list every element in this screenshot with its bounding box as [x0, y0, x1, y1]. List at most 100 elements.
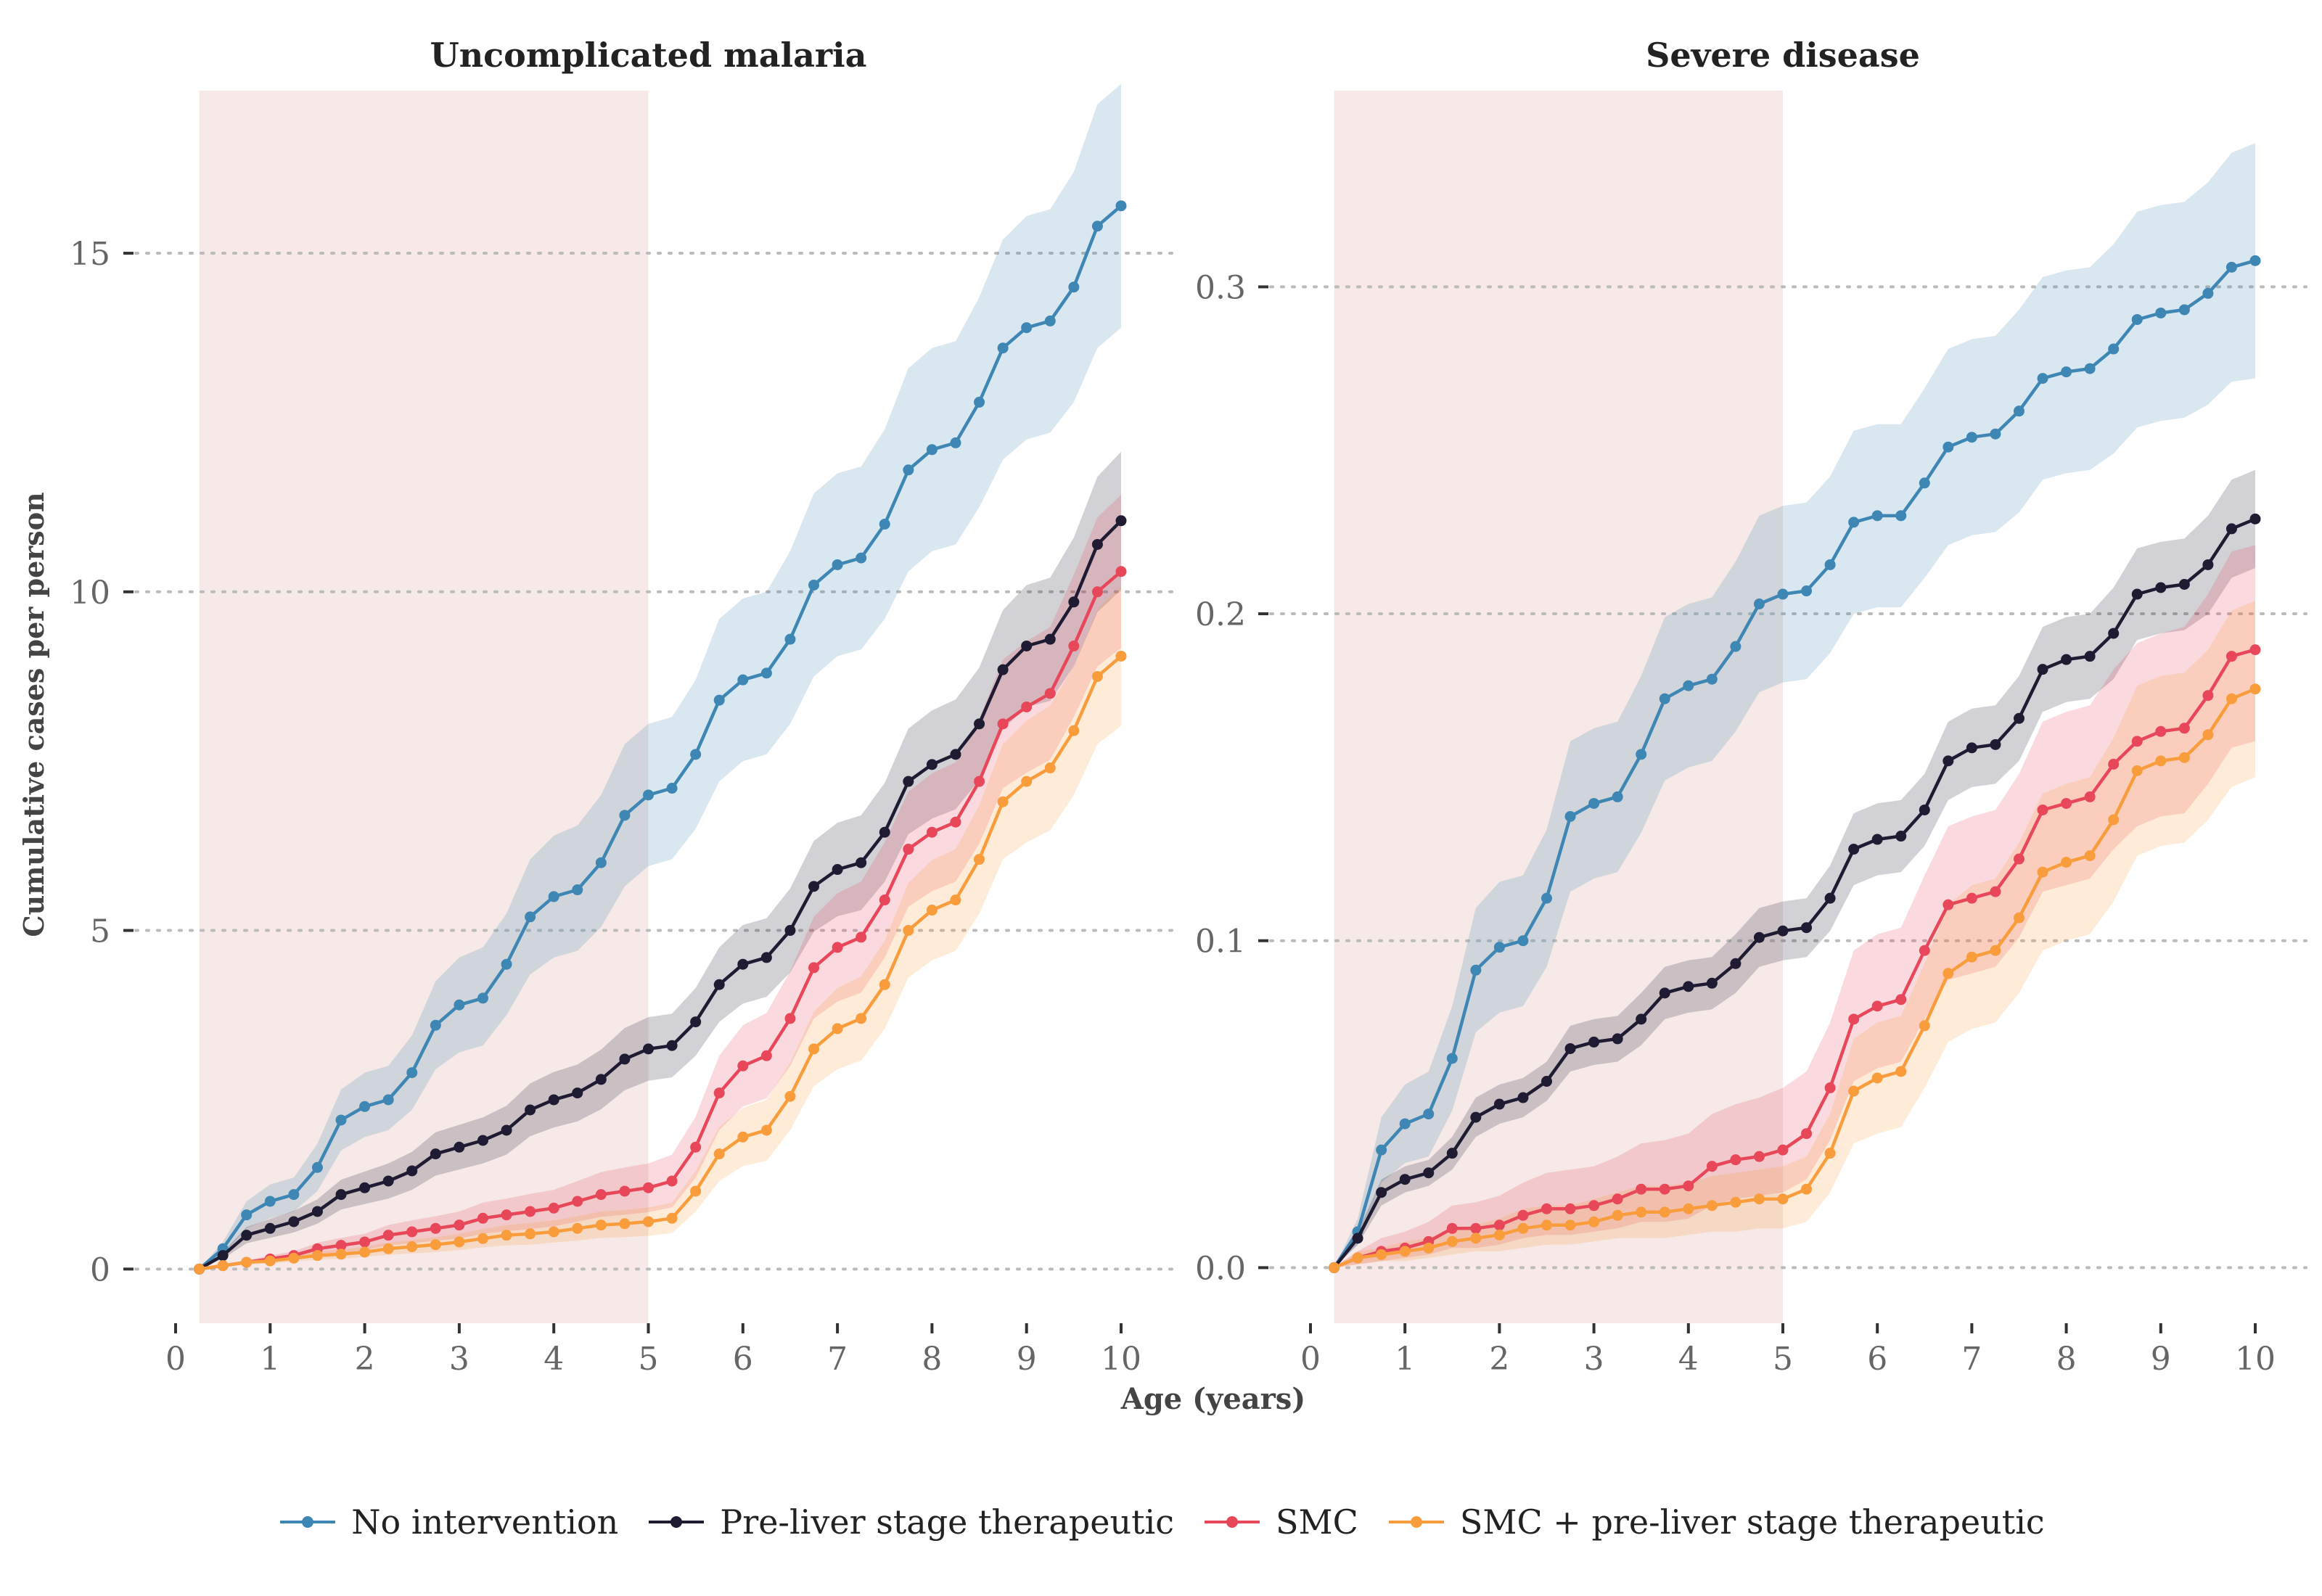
- data-point-no-intervention: [879, 518, 890, 530]
- data-point-pre-liver-stage-therapeutic: [2249, 513, 2261, 525]
- data-point-no-intervention: [1564, 810, 1576, 822]
- data-point-smc: [430, 1222, 441, 1234]
- data-point-pre-liver-stage-therapeutic: [572, 1087, 583, 1099]
- data-point-smc-pre-liver-stage-therapeutic: [1517, 1222, 1529, 1234]
- data-point-pre-liver-stage-therapeutic: [217, 1250, 229, 1262]
- data-point-smc: [2202, 690, 2214, 702]
- x-tick-label: 5: [1773, 1341, 1793, 1378]
- data-point-smc-pre-liver-stage-therapeutic: [1564, 1219, 1576, 1231]
- data-point-smc: [619, 1185, 631, 1197]
- data-point-pre-liver-stage-therapeutic: [2202, 559, 2214, 570]
- data-point-smc: [359, 1236, 371, 1248]
- data-point-pre-liver-stage-therapeutic: [832, 864, 843, 876]
- data-point-smc-pre-liver-stage-therapeutic: [856, 1013, 867, 1024]
- data-point-no-intervention: [666, 783, 678, 794]
- data-point-smc-pre-liver-stage-therapeutic: [1777, 1193, 1789, 1205]
- data-point-no-intervention: [2225, 261, 2237, 273]
- data-point-smc-pre-liver-stage-therapeutic: [2155, 755, 2167, 767]
- ribbon-smc-pre-liver-stage-therapeutic: [1334, 601, 2255, 1268]
- data-point-no-intervention: [595, 857, 607, 868]
- data-point-no-intervention: [1824, 559, 1836, 570]
- x-tick-label: 9: [2151, 1341, 2171, 1378]
- y-tick-label: 0.1: [1195, 924, 1246, 961]
- data-point-smc: [997, 718, 1009, 730]
- data-point-smc-pre-liver-stage-therapeutic: [1753, 1193, 1765, 1205]
- y-tick-label: 0.0: [1195, 1250, 1246, 1287]
- data-point-no-intervention: [808, 579, 820, 591]
- data-point-pre-liver-stage-therapeutic: [1683, 981, 1694, 992]
- data-point-smc: [454, 1219, 465, 1231]
- data-point-pre-liver-stage-therapeutic: [1021, 640, 1033, 651]
- data-point-pre-liver-stage-therapeutic: [311, 1206, 323, 1217]
- data-point-no-intervention: [1848, 517, 1860, 528]
- data-point-smc: [1115, 566, 1127, 577]
- data-point-smc-pre-liver-stage-therapeutic: [2249, 683, 2261, 695]
- x-tick-label: 2: [355, 1341, 375, 1378]
- data-point-smc-pre-liver-stage-therapeutic: [926, 905, 938, 916]
- data-point-smc: [501, 1209, 512, 1221]
- panel-uncomplicated-malaria: 0 5 10 15 0 1 2 3 4 5 6 7 8 9 10 Uncomplicated malaria: [70, 36, 1173, 1378]
- data-point-smc: [2084, 791, 2096, 802]
- data-point-smc-pre-liver-stage-therapeutic: [1091, 670, 1103, 682]
- data-point-pre-liver-stage-therapeutic: [1942, 755, 1954, 767]
- data-point-pre-liver-stage-therapeutic: [2131, 588, 2143, 600]
- data-point-smc: [2014, 853, 2024, 865]
- data-point-smc-pre-liver-stage-therapeutic: [1683, 1203, 1694, 1214]
- data-point-no-intervention: [619, 810, 631, 821]
- data-point-no-intervention: [950, 437, 961, 448]
- data-point-smc: [525, 1206, 536, 1217]
- data-point-smc: [643, 1182, 654, 1193]
- data-point-smc: [926, 826, 938, 838]
- data-point-no-intervention: [2131, 313, 2143, 325]
- data-point-pre-liver-stage-therapeutic: [1659, 987, 1670, 999]
- data-point-smc: [1895, 994, 1907, 1005]
- data-point-pre-liver-stage-therapeutic: [1517, 1092, 1529, 1103]
- data-point-smc-pre-liver-stage-therapeutic: [359, 1246, 371, 1258]
- x-tick-label: 2: [1489, 1341, 1509, 1378]
- data-point-pre-liver-stage-therapeutic: [406, 1165, 418, 1177]
- data-point-no-intervention: [2061, 366, 2072, 378]
- data-point-pre-liver-stage-therapeutic: [713, 979, 725, 990]
- shaded-region: [1334, 91, 1783, 1323]
- data-point-no-intervention: [713, 694, 725, 706]
- data-point-no-intervention: [974, 396, 985, 408]
- data-point-smc-pre-liver-stage-therapeutic: [217, 1260, 229, 1272]
- data-point-smc-pre-liver-stage-therapeutic: [879, 979, 890, 990]
- data-point-smc-pre-liver-stage-therapeutic: [1376, 1249, 1387, 1260]
- data-point-smc: [477, 1212, 488, 1224]
- data-point-pre-liver-stage-therapeutic: [808, 881, 820, 892]
- data-point-smc-pre-liver-stage-therapeutic: [430, 1239, 441, 1251]
- y-tick-label: 0.3: [1195, 269, 1246, 306]
- data-point-no-intervention: [525, 911, 536, 923]
- data-point-smc: [1636, 1183, 1647, 1195]
- series-line-no-intervention: [1332, 259, 2256, 1269]
- data-point-no-intervention: [2108, 343, 2120, 355]
- data-point-smc: [2155, 725, 2167, 737]
- data-point-smc: [1091, 586, 1103, 598]
- data-point-smc: [1659, 1183, 1670, 1195]
- data-point-pre-liver-stage-therapeutic: [997, 664, 1009, 675]
- data-point-smc: [335, 1240, 347, 1251]
- series-line-smc-pre-liver-stage-therapeutic: [199, 654, 1123, 1271]
- y-tick-label: 15: [70, 236, 110, 273]
- data-point-smc: [666, 1175, 678, 1187]
- data-point-smc-pre-liver-stage-therapeutic: [690, 1185, 702, 1197]
- data-point-smc: [784, 1013, 796, 1024]
- data-point-smc: [832, 942, 843, 953]
- series-line-pre-liver-stage-therapeutic: [1332, 517, 2256, 1269]
- data-point-no-intervention: [406, 1067, 418, 1079]
- data-point-smc-pre-liver-stage-therapeutic: [1541, 1219, 1552, 1231]
- data-point-smc: [1588, 1200, 1600, 1212]
- data-point-smc: [382, 1230, 394, 1241]
- data-point-pre-liver-stage-therapeutic: [2225, 523, 2237, 535]
- data-point-smc: [808, 962, 820, 974]
- data-point-pre-liver-stage-therapeutic: [2155, 582, 2167, 593]
- legend-label: SMC + pre-liver stage therapeutic: [1459, 1502, 2045, 1542]
- data-point-smc: [737, 1060, 749, 1071]
- x-tick-label: 4: [543, 1341, 564, 1378]
- data-point-pre-liver-stage-therapeutic: [1730, 958, 1742, 969]
- data-point-no-intervention: [430, 1019, 441, 1031]
- data-point-pre-liver-stage-therapeutic: [288, 1216, 300, 1227]
- data-point-no-intervention: [548, 891, 559, 902]
- data-point-smc-pre-liver-stage-therapeutic: [1848, 1085, 1860, 1097]
